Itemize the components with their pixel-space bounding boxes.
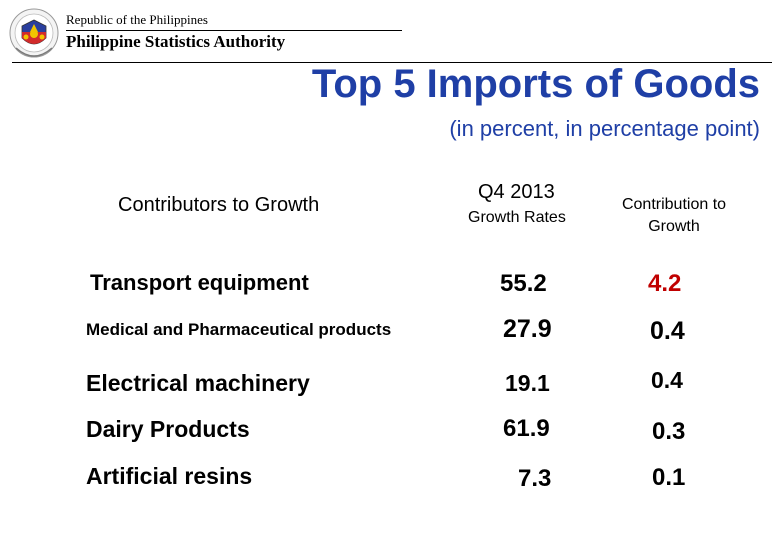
slide-title: Top 5 Imports of Goods bbox=[311, 62, 760, 106]
psa-seal-icon bbox=[9, 8, 59, 58]
column-header-contributors: Contributors to Growth bbox=[118, 194, 320, 216]
header-republic: Republic of the Philippines bbox=[66, 12, 208, 27]
column-header-growth-rates: Growth Rates bbox=[468, 209, 566, 226]
row-label-resins: Artificial resins bbox=[86, 463, 253, 489]
row-label-electrical: Electrical machinery bbox=[86, 370, 310, 396]
row-contribution-medical: 0.4 bbox=[650, 317, 685, 345]
header-agency: Philippine Statistics Authority bbox=[66, 32, 286, 51]
column-header-period: Q4 2013 bbox=[478, 181, 555, 203]
row-label-dairy: Dairy Products bbox=[86, 416, 250, 442]
row-contribution-electrical: 0.4 bbox=[651, 367, 683, 393]
row-growth-dairy: 61.9 bbox=[503, 415, 550, 442]
header-divider-long bbox=[12, 62, 772, 63]
slide-subtitle: (in percent, in percentage point) bbox=[449, 116, 760, 141]
row-growth-transport: 55.2 bbox=[500, 270, 547, 297]
row-label-transport: Transport equipment bbox=[90, 270, 309, 295]
row-contribution-transport: 4.2 bbox=[648, 270, 682, 297]
row-label-medical: Medical and Pharmaceutical products bbox=[86, 320, 392, 339]
row-growth-electrical: 19.1 bbox=[505, 370, 550, 396]
row-contribution-dairy: 0.3 bbox=[652, 418, 686, 445]
row-growth-medical: 27.9 bbox=[503, 315, 552, 343]
row-contribution-resins: 0.1 bbox=[652, 464, 686, 491]
header-divider-short bbox=[66, 30, 402, 31]
column-header-contribution: Contribution to Growth bbox=[621, 196, 727, 235]
row-growth-resins: 7.3 bbox=[518, 465, 552, 492]
